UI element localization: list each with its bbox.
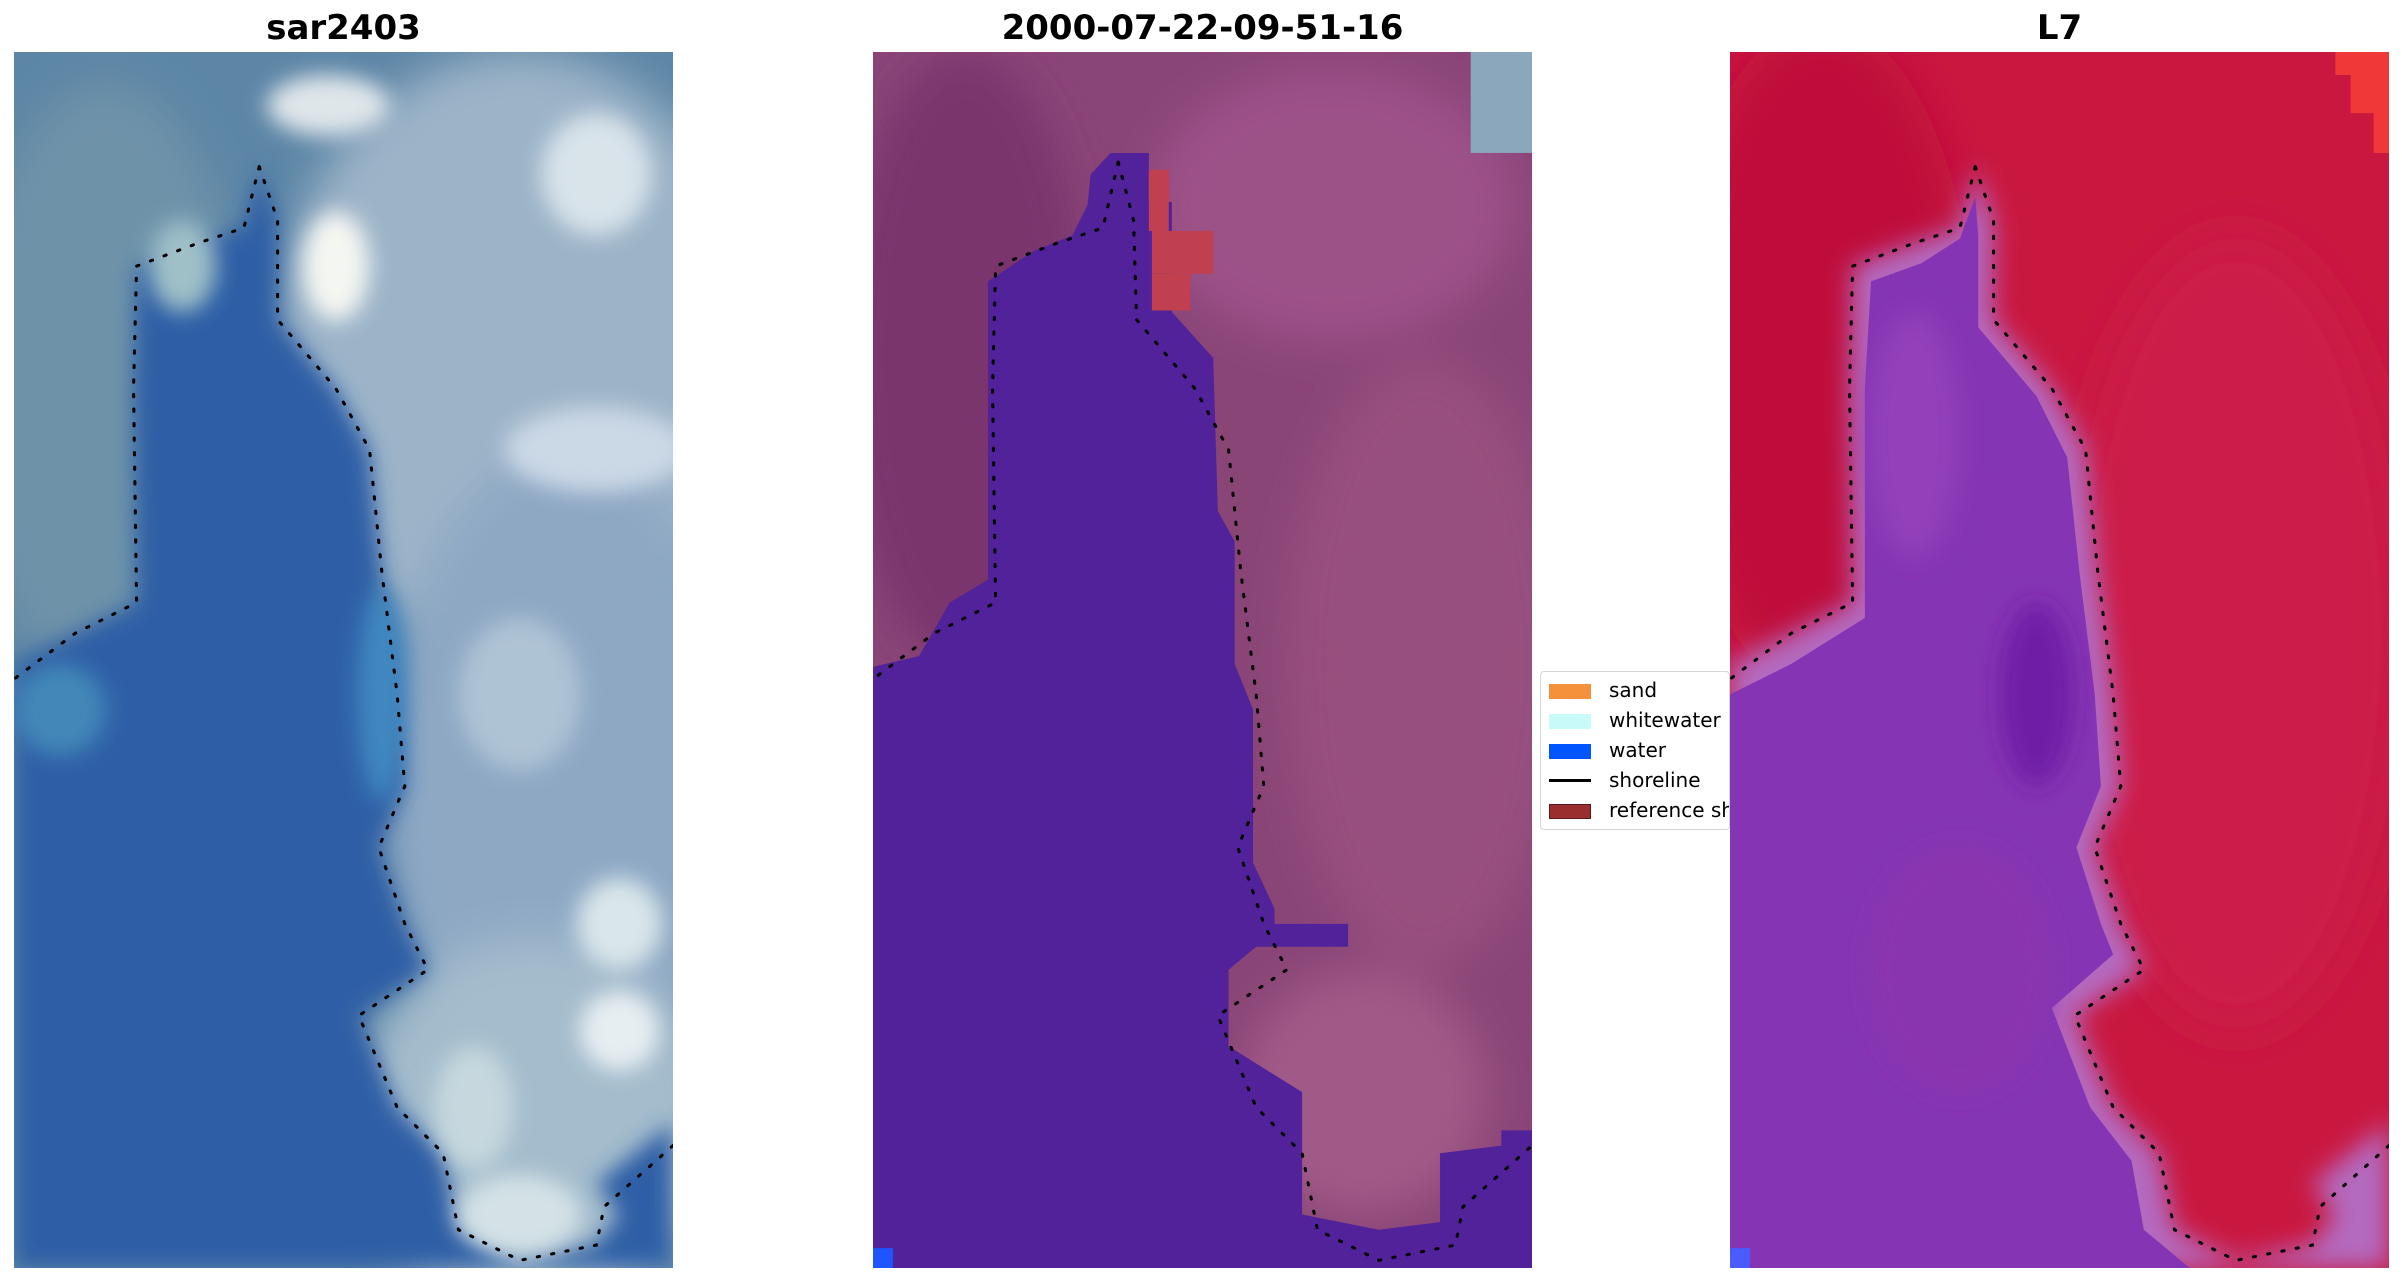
rgb-image-panel — [14, 52, 673, 1268]
classified-shoreline — [1116, 160, 1532, 1262]
index-water-pixel — [1730, 1248, 1750, 1268]
index-image — [1730, 52, 2389, 1268]
classified-reference-patch-low — [1151, 273, 1191, 311]
classified-reference-patch-top — [1148, 169, 1169, 231]
index-shoreline-west — [1730, 165, 1977, 681]
classified-water-region — [873, 152, 1532, 1268]
legend: sand whitewater water shoreline referenc… — [1540, 671, 1730, 830]
rgb-shoreline — [257, 165, 673, 1262]
classified-cloud-corner — [1470, 52, 1532, 153]
panel-title-index: L7 — [2036, 8, 2083, 48]
rgb-shoreline-west — [14, 165, 261, 681]
legend-label-water: water — [1609, 738, 1666, 762]
water-swatch — [1549, 744, 1591, 759]
index-corner-bright — [2335, 52, 2389, 153]
classified-water-pixel — [873, 1248, 893, 1268]
index-water-region — [1730, 197, 2190, 1268]
legend-label-reference-shoreline: reference shoreline — [1609, 798, 1729, 822]
rgb-water-region — [14, 166, 673, 1268]
classified-image — [873, 52, 1532, 1268]
panel-title-rgb: sar2403 — [266, 8, 421, 48]
reference-shoreline-swatch — [1549, 804, 1591, 819]
classified-image-panel — [873, 52, 1532, 1268]
sand-swatch — [1549, 684, 1591, 699]
classified-reference-patch-mid — [1151, 230, 1214, 274]
rgb-image — [14, 52, 673, 1268]
legend-label-sand: sand — [1609, 678, 1658, 702]
index-image-panel — [1730, 52, 2389, 1268]
legend-label-shoreline: shoreline — [1609, 768, 1701, 792]
legend-label-whitewater: whitewater — [1609, 708, 1721, 732]
whitewater-swatch — [1549, 714, 1591, 729]
shoreline-line-swatch — [1549, 779, 1591, 782]
panel-title-classified: 2000-07-22-09-51-16 — [1001, 8, 1404, 48]
classified-shoreline-west — [873, 160, 1120, 681]
index-shoreline — [1973, 165, 2389, 1262]
